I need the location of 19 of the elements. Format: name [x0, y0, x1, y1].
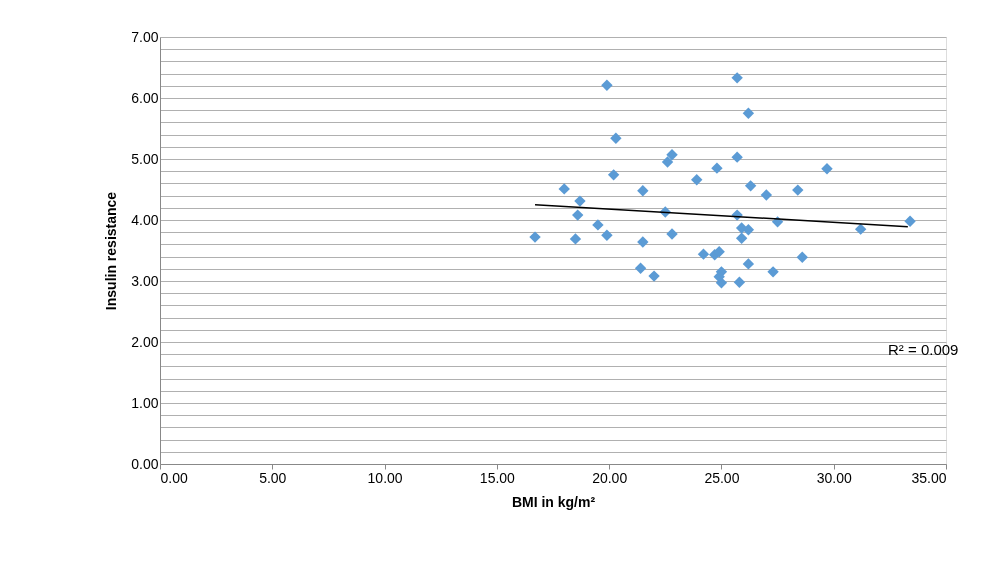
y-tick-label: 2.00 — [131, 333, 159, 350]
y-tick-label: 6.00 — [131, 89, 159, 106]
x-tick-label: 35.00 — [911, 469, 947, 486]
y-axis-title: Insulin resistance — [103, 191, 120, 311]
y-tick-label: 4.00 — [131, 211, 159, 228]
x-tick-label: 15.00 — [479, 469, 516, 486]
x-tick-label: 25.00 — [704, 469, 740, 486]
x-tick-label: 0.00 — [160, 469, 188, 486]
y-tick-label: 1.00 — [131, 394, 159, 411]
y-tick-label: 7.00 — [131, 28, 159, 45]
y-tick-label: 5.00 — [131, 150, 159, 167]
annotation: R² = 0.009 — [888, 341, 959, 358]
x-tick-label: 20.00 — [592, 469, 628, 486]
x-axis-title: BMI in kg/m² — [511, 493, 596, 510]
x-tick-label: 10.00 — [367, 469, 403, 486]
x-tick-label: 30.00 — [816, 469, 852, 486]
y-tick-label: 0.00 — [131, 455, 159, 472]
x-tick-label: 5.00 — [259, 469, 287, 486]
y-tick-label: 3.00 — [131, 272, 159, 289]
